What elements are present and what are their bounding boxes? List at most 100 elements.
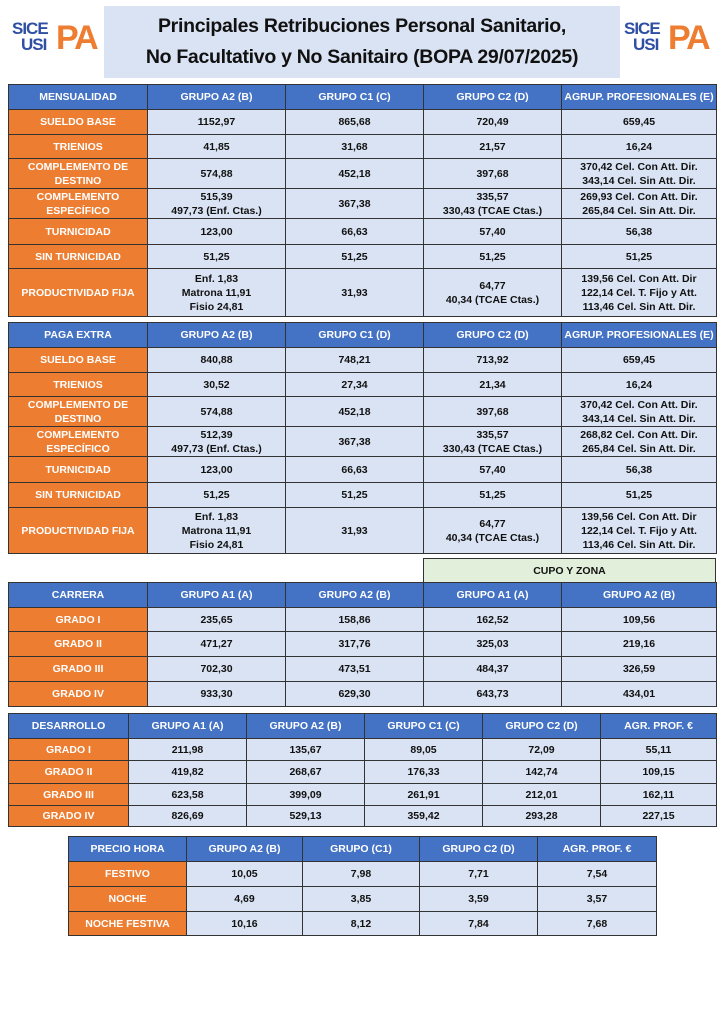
value-line: 268,82 Cel. Con Att. Dir. xyxy=(580,428,698,441)
row-label-line: COMPLEMENTO DE xyxy=(27,398,129,411)
value-line: 122,14 Cel. T. Fijo y Att. xyxy=(581,524,697,537)
row-label: GRADO II xyxy=(8,760,129,784)
value-cell: 515,39 497,73 (Enf. Ctas.) xyxy=(147,188,286,219)
value-line: 162,11 xyxy=(642,788,675,801)
column-header: GRUPO A2 (B) xyxy=(147,84,286,110)
value-line: 7,54 xyxy=(586,868,608,880)
table-desarrollo: DESARROLLO GRUPO A1 (A) GRUPO A2 (B) GRUPO … xyxy=(8,713,717,827)
value-line: 702,30 xyxy=(200,663,233,675)
value-line: 317,76 xyxy=(338,638,371,650)
table-row: GRADO II 419,82 268,67 176,33 142,74 109,15 xyxy=(8,760,717,784)
value-line: 40,34 (TCAE Ctas.) xyxy=(445,293,540,306)
value-line: 512,39 xyxy=(200,428,233,441)
value-cell: 31,93 xyxy=(285,268,424,317)
column-header: GRUPO A1 (A) xyxy=(423,582,562,608)
value-cell: 335,57 330,43 (TCAE Ctas.) xyxy=(423,188,562,219)
value-line: 7,68 xyxy=(586,917,608,930)
value-line: 497,73 (Enf. Ctas.) xyxy=(171,442,262,455)
value-cell: Enf. 1,83 Matrona 11,91 Fisio 24,81 xyxy=(147,268,286,317)
table-precio-hora: PRECIO HORA GRUPO A2 (B) GRUPO (C1) GRUPO C… xyxy=(68,836,657,936)
value-line: Fisio 24,81 xyxy=(189,300,244,313)
table-row: TRIENIOS 41,85 31,68 21,57 16,24 xyxy=(8,134,717,159)
row-label-line: DESTINO xyxy=(54,412,102,425)
value-line: 51,25 xyxy=(203,489,230,501)
row-label: SUELDO BASE xyxy=(8,109,148,135)
row-label-line: NOCHE xyxy=(108,893,147,905)
value-cell: 27,34 xyxy=(285,372,424,397)
column-header: AGR. PROF. € xyxy=(537,836,657,862)
header-row: DESARROLLO GRUPO A1 (A) GRUPO A2 (B) GRUPO … xyxy=(8,713,717,739)
value-cell: 623,58 xyxy=(128,783,247,806)
value-line: 330,43 (TCAE Ctas.) xyxy=(442,204,543,217)
value-line: 4,69 xyxy=(234,893,255,905)
value-line: 720,49 xyxy=(476,116,509,128)
value-line: 51,25 xyxy=(341,489,368,501)
column-header: GRUPO C1 (D) xyxy=(285,322,424,348)
value-line: 176,33 xyxy=(407,766,440,778)
value-cell: 66,63 xyxy=(285,218,424,245)
table-row: COMPLEMENTO DE DESTINO 574,88 452,18 397,68 3… xyxy=(8,396,717,427)
value-line: 268,67 xyxy=(289,766,322,778)
row-label: GRADO IV xyxy=(8,805,129,827)
sicepa-logo-left: SICE USI PA xyxy=(12,20,102,60)
value-line: 3,59 xyxy=(468,893,489,905)
value-cell: 659,45 xyxy=(561,347,717,373)
row-label: GRADO III xyxy=(8,656,148,682)
column-header: GRUPO A2 (B) xyxy=(561,582,717,608)
row-label-line: SIN TURNICIDAD xyxy=(35,250,121,263)
value-cell: 10,16 xyxy=(186,911,303,936)
value-cell: 659,45 xyxy=(561,109,717,135)
logo-text: SICE xyxy=(624,19,661,38)
value-cell: 643,73 xyxy=(423,681,562,707)
row-label-line: PRODUCTIVIDAD FIJA xyxy=(21,524,135,537)
row-label-line: COMPLEMENTO DE xyxy=(27,160,129,173)
row-label-line: GRADO I xyxy=(46,743,91,756)
column-header: GRUPO A2 (B) xyxy=(186,836,303,862)
value-cell: 7,98 xyxy=(302,861,420,887)
table-row: GRADO III 623,58 399,09 261,91 212,01 162,11 xyxy=(8,783,717,806)
value-cell: 840,88 xyxy=(147,347,286,373)
value-line: 370,42 Cel. Con Att. Dir. xyxy=(580,398,698,411)
value-line: 113,46 Cel. Sin Att. Dir. xyxy=(582,538,696,551)
value-line: Fisio 24,81 xyxy=(189,538,244,551)
row-label: TURNICIDAD xyxy=(8,456,148,483)
value-cell: 51,25 xyxy=(561,482,717,508)
value-line: 72,09 xyxy=(528,743,555,756)
table-row: GRADO I 211,98 135,67 89,05 72,09 55,11 xyxy=(8,738,717,761)
value-line: 51,25 xyxy=(625,250,653,263)
logo-accent: PA xyxy=(56,19,99,57)
value-line: 434,01 xyxy=(622,688,656,700)
value-line: 135,67 xyxy=(289,743,322,756)
row-label-line: TURNICIDAD xyxy=(45,463,111,476)
value-line: 66,63 xyxy=(341,225,368,238)
value-line: 31,93 xyxy=(341,286,368,299)
value-cell: 56,38 xyxy=(561,456,717,483)
value-line: 158,86 xyxy=(338,613,371,626)
value-line: 623,58 xyxy=(171,788,204,801)
row-label: GRADO II xyxy=(8,631,148,657)
value-line: 659,45 xyxy=(622,354,656,366)
table-mensualidad: MENSUALIDAD GRUPO A2 (B) GRUPO C1 (C) GRUPO… xyxy=(8,84,717,317)
value-cell: 629,30 xyxy=(285,681,424,707)
value-line: 359,42 xyxy=(407,810,440,822)
value-cell: 397,68 xyxy=(423,158,562,189)
value-cell: 367,38 xyxy=(285,426,424,457)
value-line: 452,18 xyxy=(338,167,371,180)
value-cell: 574,88 xyxy=(147,396,286,427)
value-cell: 176,33 xyxy=(364,760,483,784)
value-cell: 370,42 Cel. Con Att. Dir. 343,14 Cel. Sin… xyxy=(561,396,717,427)
value-line: 335,57 xyxy=(476,190,509,203)
row-label-line: FESTIVO xyxy=(105,868,150,880)
column-header: GRUPO C2 (D) xyxy=(423,322,562,348)
column-header: GRUPO (C1) xyxy=(302,836,420,862)
row-label: SUELDO BASE xyxy=(8,347,148,373)
row-label: SIN TURNICIDAD xyxy=(8,244,148,269)
value-cell: 419,82 xyxy=(128,760,247,784)
value-cell: 826,69 xyxy=(128,805,247,827)
value-line: 122,14 Cel. T. Fijo y Att. xyxy=(581,286,697,299)
column-header: AGRUP. PROFESIONALES (E) xyxy=(561,322,717,348)
column-header: MENSUALIDAD xyxy=(8,84,148,110)
column-header: AGRUP. PROFESIONALES (E) xyxy=(561,84,717,110)
value-cell: 51,25 xyxy=(423,244,562,269)
value-cell: 268,67 xyxy=(246,760,365,784)
